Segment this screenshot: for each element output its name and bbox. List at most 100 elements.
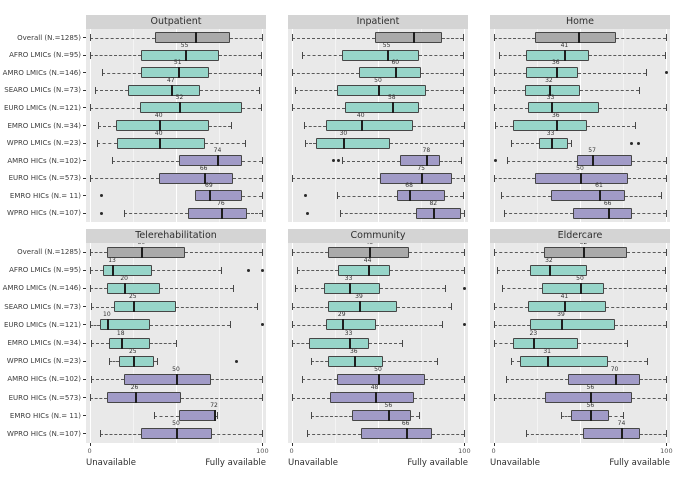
box [528,102,599,114]
median-value-label: 50 [576,274,584,282]
box [567,373,641,385]
whisker-cap [310,357,312,365]
whisker-cap [464,394,466,402]
whisker-line [493,90,525,92]
whisker-cap [291,321,293,329]
median-value-label: 51 [173,59,182,67]
whisker-line [200,90,259,92]
median-value-label: 39 [557,311,565,319]
whisker-line [291,72,359,74]
median-value-label: 70 [409,29,417,31]
box [179,155,242,167]
whisker-cap [156,357,158,365]
whisker-cap [493,394,495,402]
whisker-line [460,213,465,215]
whisker-line [341,160,401,162]
median-value-label: 48 [370,384,379,392]
whisker-cap [623,412,625,420]
box [526,49,589,61]
whisker-line [493,72,527,74]
outlier-dot [664,71,668,75]
median-value-label: 45 [366,243,374,246]
whisker-line [291,343,309,344]
whisker-cap [341,157,343,165]
whisker-cap [664,266,666,274]
facet-strip: Inpatient [288,15,468,29]
whisker-cap [460,157,462,165]
y-axis-tick [83,54,86,56]
y-axis-tick [83,160,86,162]
whisker-line [89,270,104,272]
whisker-line [229,37,263,39]
whisker-cap [666,34,668,42]
whisker-cap [91,303,93,311]
whisker-line [412,125,465,127]
median-line [132,301,135,313]
median-line [560,319,563,331]
whisker-line [215,415,218,417]
whisker-line [205,143,246,145]
whisker-line [208,125,232,127]
median-value-label: 44 [363,256,372,264]
median-line [343,137,346,149]
whisker-cap [510,357,512,365]
box [529,319,615,331]
whisker-line [445,195,463,197]
box [336,373,425,385]
whisker-line [301,55,342,57]
x-axis-tick [666,443,668,446]
whisker-cap [493,86,495,94]
whisker-line [89,107,140,109]
median-line [134,392,137,404]
median-line [184,49,187,61]
whisker-cap [291,174,293,182]
median-line [590,392,593,404]
whisker-cap [291,69,293,77]
whisker-line [181,397,263,399]
median-line [112,264,115,276]
box [528,301,606,313]
median-value-label: 55 [180,41,189,49]
whisker-cap [291,394,293,402]
outlier-dot [331,159,335,163]
median-line [179,102,182,114]
x-axis-tick [464,443,466,446]
y-axis-tick [83,195,86,197]
whisker-cap [510,139,512,147]
median-value-label: 40 [154,129,163,137]
whisker-cap [220,266,222,274]
whisker-line [153,415,180,417]
y-axis-tick [83,125,86,126]
whisker-cap [305,139,307,147]
whisker-line [91,379,125,381]
group-label: WPRO LMICs (N.=23) [6,139,81,148]
whisker-cap [262,157,264,165]
whisker-line [580,90,639,92]
box [327,246,410,258]
whisker-line [410,415,420,417]
box [188,207,247,219]
median-line [405,428,408,440]
group-label: AMRO HICs (N.=102) [7,375,81,384]
median-value-label: 50 [172,420,180,428]
whisker-line [291,178,380,180]
whisker-cap [295,284,297,292]
whisker-line [291,306,328,308]
y-axis-tick [83,107,86,109]
axis-tick-label: 0 [491,447,496,455]
whisker-cap [260,51,262,59]
gridline [291,29,293,222]
whisker-cap [124,209,126,217]
box [108,337,151,349]
whisker-line [310,415,353,417]
whisker-line [379,288,446,290]
median-line [378,373,380,385]
whisker-line [426,90,463,92]
whisker-line [493,37,536,39]
whisker-cap [258,86,260,94]
whisker-line [421,72,463,74]
y-axis-tick [83,212,86,214]
whisker-cap [233,284,235,292]
whisker-line [419,107,463,109]
group-label: SEARO LMICs (N.=73) [4,302,81,311]
